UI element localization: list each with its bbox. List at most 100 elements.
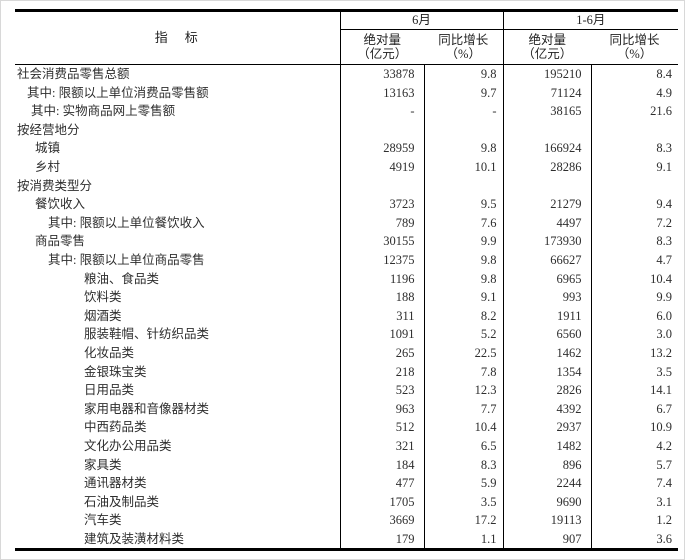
cum-absolute-cell: 1462: [502, 343, 592, 363]
june-yoy-cell: 9.1: [423, 288, 504, 307]
june-absolute-cell: [339, 120, 424, 140]
cum-yoy-cell: 9.9: [590, 288, 679, 307]
indicator-cell: 其中: 实物商品网上零售额: [31, 104, 176, 119]
table-row: 其中: 实物商品网上零售额 - - 38165 21.6: [15, 102, 679, 121]
june-yoy-cell: 22.5: [423, 343, 504, 363]
absolute-label: 绝对量: [363, 32, 401, 47]
cum-absolute-cell: 6965: [502, 269, 592, 289]
table-row: 汽车类 3669 17.2 19113 1.2: [15, 511, 679, 530]
june-absolute-header: 绝对量 （亿元）: [340, 29, 424, 65]
table-row: 按消费类型分: [15, 176, 679, 196]
cum-yoy-cell: 1.2: [590, 511, 679, 530]
yoy-unit: （%）: [445, 47, 481, 61]
cum-yoy-cell: 10.9: [590, 418, 679, 437]
table-row: 其中: 限额以上单位商品零售 12375 9.8 66627 4.7: [15, 250, 679, 270]
june-absolute-cell: 13163: [339, 83, 424, 103]
june-yoy-cell: 9.7: [423, 83, 504, 103]
cum-yoy-cell: 7.4: [590, 474, 679, 493]
indicator-cell: 社会消费品零售总额: [17, 67, 130, 82]
table-body: 社会消费品零售总额 33878 9.8 195210 8.4 其中: 限额以上单…: [15, 64, 679, 550]
cum-absolute-cell: 166924: [502, 139, 592, 158]
indicator-cell: 粮油、食品类: [84, 271, 160, 286]
june-yoy-cell: 6.5: [423, 436, 504, 456]
cum-absolute-cell: 173930: [502, 232, 592, 251]
june-absolute-cell: 3669: [339, 511, 424, 530]
cum-absolute-cell: 28286: [502, 157, 592, 177]
indicator-cell: 中西药品类: [84, 420, 147, 435]
june-absolute-cell: 512: [339, 418, 424, 437]
june-absolute-cell: 311: [339, 306, 424, 326]
cum-absolute-cell: 66627: [502, 250, 592, 270]
cum-yoy-cell: 13.2: [590, 343, 679, 363]
june-absolute-cell: 3723: [339, 195, 424, 214]
cum-yoy-cell: 6.0: [590, 306, 679, 326]
table-row: 建筑及装潢材料类 179 1.1 907 3.6: [15, 529, 679, 550]
jan-june-group-header: 1-6月: [503, 10, 679, 30]
june-yoy-cell: 10.1: [423, 157, 504, 177]
june-absolute-cell: 265: [339, 343, 424, 363]
indicator-cell: 化妆品类: [84, 346, 135, 361]
cum-absolute-cell: [502, 176, 592, 196]
june-absolute-cell: [339, 176, 424, 196]
june-yoy-cell: [423, 176, 504, 196]
cum-yoy-header: 同比增长 （%）: [591, 29, 679, 65]
indicator-cell: 汽车类: [84, 513, 122, 528]
absolute-label: 绝对量: [528, 32, 567, 47]
cum-absolute-cell: 2244: [502, 474, 592, 493]
cum-yoy-cell: 5.7: [590, 455, 679, 475]
june-absolute-cell: -: [339, 102, 424, 121]
cum-absolute-cell: 4392: [502, 399, 592, 419]
june-yoy-header: 同比增长 （%）: [424, 29, 504, 65]
cum-yoy-cell: [590, 176, 679, 196]
june-absolute-cell: 477: [339, 474, 424, 493]
table-row: 烟酒类 311 8.2 1911 6.0: [15, 306, 679, 326]
table-row: 日用品类 523 12.3 2826 14.1: [15, 381, 679, 400]
june-yoy-cell: 5.9: [423, 474, 504, 493]
june-yoy-cell: 8.3: [423, 455, 504, 475]
cum-absolute-cell: [502, 120, 592, 140]
table-row: 文化办公用品类 321 6.5 1482 4.2: [15, 436, 679, 456]
june-yoy-cell: 12.3: [423, 381, 504, 400]
table-row: 按经营地分: [15, 120, 679, 140]
cum-absolute-cell: 2937: [502, 418, 592, 437]
absolute-unit: （亿元）: [357, 47, 408, 61]
cum-yoy-cell: 4.9: [590, 83, 679, 103]
june-absolute-cell: 321: [339, 436, 424, 456]
table-row: 商品零售 30155 9.9 173930 8.3: [15, 232, 679, 251]
cum-absolute-cell: 195210: [502, 64, 592, 84]
june-yoy-cell: [423, 120, 504, 140]
cum-yoy-cell: 6.7: [590, 399, 679, 419]
cum-yoy-cell: 9.1: [590, 157, 679, 177]
june-yoy-cell: -: [423, 102, 504, 121]
table-row: 饮料类 188 9.1 993 9.9: [15, 288, 679, 307]
cum-absolute-cell: 896: [502, 455, 592, 475]
cum-yoy-cell: 3.1: [590, 492, 679, 512]
cum-yoy-cell: 8.3: [590, 139, 679, 158]
cum-absolute-cell: 993: [502, 288, 592, 307]
cum-yoy-cell: 7.2: [590, 213, 679, 233]
table-row: 服装鞋帽、针纺织品类 1091 5.2 6560 3.0: [15, 325, 679, 344]
indicator-cell: 其中: 限额以上单位商品零售: [48, 253, 205, 268]
june-absolute-cell: 33878: [339, 64, 424, 84]
june-absolute-cell: 179: [339, 529, 424, 550]
cum-absolute-cell: 6560: [502, 325, 592, 344]
yoy-unit: （%）: [616, 47, 653, 61]
indicator-cell: 石油及制品类: [84, 494, 160, 509]
june-absolute-cell: 188: [339, 288, 424, 307]
table-row: 金银珠宝类 218 7.8 1354 3.5: [15, 362, 679, 382]
cum-yoy-cell: 4.7: [590, 250, 679, 270]
retail-sales-table: 指 标 6月 1-6月 绝对量 （亿元） 同比增长 （%） 绝对量 （亿元） 同…: [15, 9, 679, 552]
cum-absolute-cell: 1354: [502, 362, 592, 382]
june-yoy-cell: 9.8: [423, 250, 504, 270]
june-group-header: 6月: [340, 10, 504, 30]
june-absolute-cell: 789: [339, 213, 424, 233]
indicator-cell: 乡村: [35, 160, 61, 175]
table-row: 乡村 4919 10.1 28286 9.1: [15, 157, 679, 177]
june-yoy-cell: 3.5: [423, 492, 504, 512]
table-row: 其中: 限额以上单位餐饮收入 789 7.6 4497 7.2: [15, 213, 679, 233]
indicator-cell: 餐饮收入: [35, 197, 86, 212]
cum-yoy-cell: 3.6: [590, 529, 679, 550]
june-yoy-cell: 7.8: [423, 362, 504, 382]
indicator-cell: 其中: 限额以上单位餐饮收入: [48, 215, 205, 230]
table-row: 餐饮收入 3723 9.5 21279 9.4: [15, 195, 679, 214]
